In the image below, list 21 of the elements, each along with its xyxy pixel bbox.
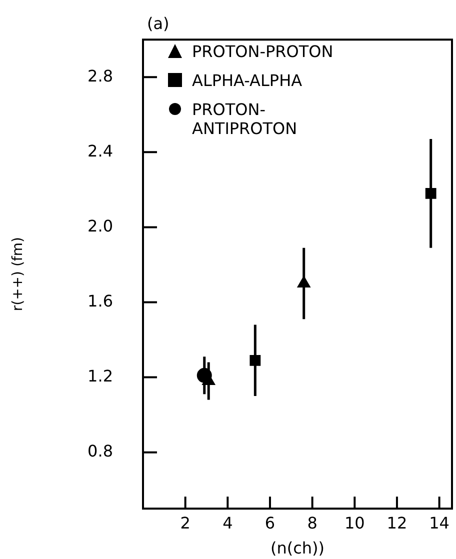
x-tick-label: 2 [180, 513, 190, 532]
legend-label: ALPHA-ALPHA [192, 71, 302, 90]
x-axis-title: (n(ch)) [270, 538, 325, 558]
x-tick-label: 6 [264, 513, 276, 532]
x-tick-label: 12 [386, 513, 408, 532]
y-tick-label: 1.6 [88, 291, 113, 310]
text: (a) [147, 14, 170, 33]
y-axis-title: r(++) (fm) [10, 237, 26, 312]
x-tick-label: 14 [429, 513, 450, 532]
y-tick-label: 2.8 [88, 66, 113, 86]
point [425, 188, 436, 199]
point [250, 354, 261, 366]
y-tick-label: 2.4 [88, 141, 113, 160]
legend-label: PROTON- ANTIPROTON [192, 100, 298, 138]
y-tick-label: 1.2 [88, 366, 113, 386]
y-tick-label: 2.0 [88, 216, 113, 236]
legend-label: PROTON-PROTON [192, 42, 334, 61]
y-tick-label: 0.8 [88, 441, 113, 460]
x-tick-label: 4 [222, 513, 233, 532]
x-tick-label: 10 [344, 513, 365, 532]
x-tick-label: 8 [307, 513, 318, 532]
